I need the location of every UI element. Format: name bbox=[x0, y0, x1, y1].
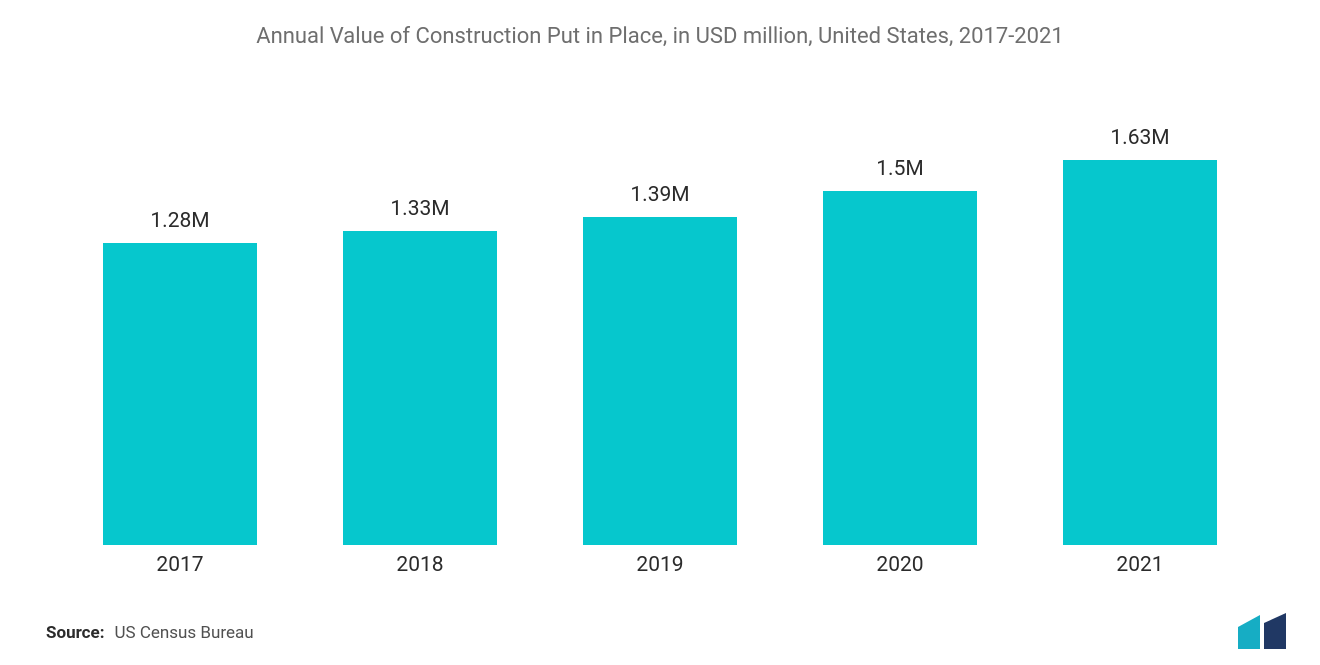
bar-category-label: 2020 bbox=[876, 553, 923, 577]
bar-value-label: 1.28M bbox=[150, 209, 209, 233]
chart-title: Annual Value of Construction Put in Plac… bbox=[0, 0, 1320, 49]
bar-group: 1.39M2019 bbox=[540, 120, 780, 545]
bar bbox=[103, 243, 257, 545]
bar-category-label: 2019 bbox=[636, 553, 683, 577]
bar bbox=[343, 231, 497, 545]
bar-group: 1.33M2018 bbox=[300, 120, 540, 545]
bar-group: 1.63M2021 bbox=[1020, 120, 1260, 545]
bar-value-label: 1.33M bbox=[390, 197, 449, 221]
bar-value-label: 1.39M bbox=[630, 183, 689, 207]
bar-category-label: 2021 bbox=[1116, 553, 1163, 577]
chart-plot-area: 1.28M20171.33M20181.39M20191.5M20201.63M… bbox=[60, 120, 1260, 545]
bar-value-label: 1.5M bbox=[876, 157, 923, 181]
bar-group: 1.5M2020 bbox=[780, 120, 1020, 545]
bar bbox=[823, 191, 977, 545]
bar-group: 1.28M2017 bbox=[60, 120, 300, 545]
bar bbox=[1063, 160, 1217, 545]
chart-container: Annual Value of Construction Put in Plac… bbox=[0, 0, 1320, 665]
bar bbox=[583, 217, 737, 545]
brand-logo-icon bbox=[1238, 613, 1296, 649]
bar-category-label: 2018 bbox=[396, 553, 443, 577]
bar-category-label: 2017 bbox=[156, 553, 203, 577]
source-value: US Census Bureau bbox=[114, 623, 253, 643]
bar-value-label: 1.63M bbox=[1110, 126, 1169, 150]
source-footer: Source: US Census Bureau bbox=[46, 623, 254, 643]
source-key: Source: bbox=[46, 623, 104, 643]
